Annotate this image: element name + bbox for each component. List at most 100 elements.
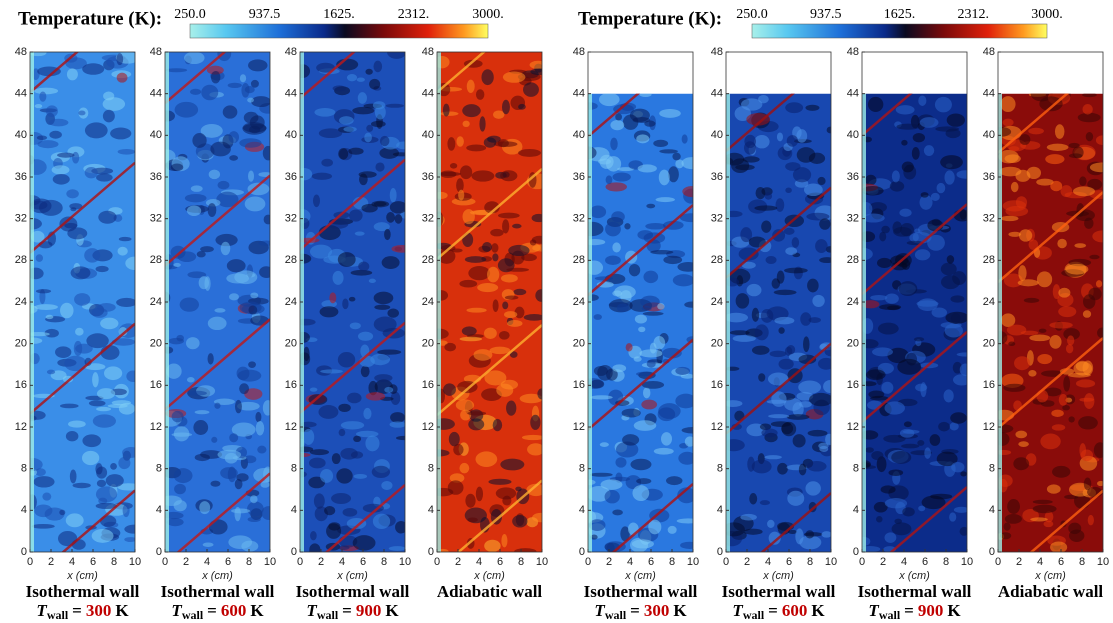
field-blob: [610, 137, 618, 151]
colorbar-tick: 250.0: [736, 7, 768, 22]
field-blob: [374, 374, 393, 382]
field-blob: [466, 79, 475, 93]
field-blob: [512, 515, 528, 528]
field-blob: [927, 234, 945, 251]
field-blob: [96, 406, 112, 412]
y-tick-label: 32: [150, 213, 162, 225]
colorbar: [751, 23, 1048, 39]
x-axis-label: x (cm): [1034, 570, 1066, 582]
field-blob: [442, 103, 450, 117]
field-blob: [449, 162, 458, 169]
field-blob: [773, 289, 797, 296]
field-blob: [680, 541, 693, 549]
field-blob: [624, 223, 631, 230]
field-blob: [314, 107, 336, 117]
field-blob: [84, 248, 101, 263]
y-tick-label: 20: [983, 338, 995, 350]
front: [176, 472, 270, 552]
field-blob: [620, 526, 630, 542]
field-blob: [247, 182, 270, 196]
field-blob: [865, 447, 874, 453]
field-blob: [884, 532, 897, 543]
field-blob: [912, 233, 919, 242]
field-blob: [395, 435, 405, 441]
field-blob: [462, 120, 470, 128]
field-blob: [98, 497, 108, 505]
x-tick-label: 4: [627, 556, 633, 568]
field-blob: [862, 300, 880, 309]
field-blob: [462, 209, 475, 225]
field-blob: [798, 401, 812, 408]
field-blob: [1065, 263, 1089, 275]
field-blob: [207, 203, 217, 217]
x-tick-label: 4: [901, 556, 907, 568]
field-blob: [174, 101, 199, 118]
field-blob: [667, 525, 677, 534]
field-blob: [952, 374, 967, 386]
y-tick-label: 0: [989, 546, 995, 558]
y-tick-label: 4: [428, 504, 434, 516]
field-blob: [862, 339, 879, 349]
field-blob: [903, 421, 912, 428]
field-blob: [787, 490, 805, 506]
y-tick-label: 20: [15, 338, 27, 350]
y-tick-label: 16: [150, 379, 162, 391]
field-blob: [1075, 379, 1096, 388]
field-blob: [386, 212, 395, 223]
field-blob: [229, 155, 239, 161]
y-tick-label: 0: [853, 546, 859, 558]
field-blob: [772, 229, 786, 242]
field-blob: [1051, 409, 1064, 417]
field-blob: [365, 392, 386, 401]
field-blob: [508, 244, 530, 256]
field-blob: [898, 281, 918, 297]
field-blob: [389, 421, 405, 428]
field-blob: [193, 420, 209, 435]
field-blob: [799, 535, 822, 550]
field-blob: [373, 291, 394, 305]
front: [588, 338, 693, 431]
field-blob: [1037, 353, 1053, 365]
field-blob: [537, 388, 542, 400]
field-blob: [887, 305, 900, 311]
field: [300, 52, 405, 552]
field-blob: [1038, 328, 1047, 333]
field-blob: [461, 326, 477, 336]
field-blob: [222, 105, 238, 119]
field-blob: [349, 322, 361, 330]
field-blob: [743, 141, 756, 155]
y-tick-label: 0: [717, 546, 723, 558]
field-blob: [634, 314, 648, 324]
y-tick-label: 24: [15, 296, 27, 308]
unit: K: [250, 601, 264, 620]
field-blob: [776, 270, 785, 284]
field-blob: [338, 428, 346, 437]
y-tick-label: 36: [983, 171, 995, 183]
field-blob: [208, 519, 228, 535]
field-blob: [761, 220, 772, 233]
y-tick-label: 24: [711, 296, 723, 308]
field-blob: [122, 447, 135, 458]
field-blob: [320, 369, 343, 374]
field-blob: [791, 237, 800, 248]
field-blob: [513, 288, 527, 296]
field-blob: [96, 388, 116, 400]
field-blob: [318, 405, 339, 419]
field-blob: [360, 365, 370, 378]
field-blob: [64, 222, 78, 229]
field-blob: [622, 434, 640, 446]
field-blob: [309, 387, 318, 392]
field-blob: [775, 198, 785, 212]
field-blob: [501, 99, 510, 115]
field-blob: [75, 343, 93, 354]
symbol: T: [594, 601, 605, 620]
field-blob: [518, 148, 541, 157]
x-tick-label: 10: [1097, 556, 1109, 568]
field-blob: [258, 172, 270, 177]
field-blob: [103, 91, 115, 101]
field-blob: [1044, 387, 1062, 397]
field-blob: [1058, 287, 1071, 298]
field-blob: [605, 182, 627, 192]
field-blob: [593, 365, 608, 376]
field-blob: [184, 193, 207, 203]
